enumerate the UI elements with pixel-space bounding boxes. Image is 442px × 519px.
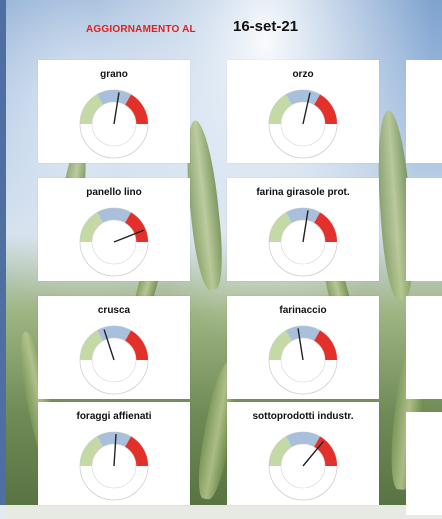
gauge-band-low xyxy=(80,436,103,466)
gauge xyxy=(79,431,149,501)
gauge-band-high xyxy=(314,212,337,242)
partial-card-right xyxy=(406,296,442,399)
gauge-needle xyxy=(113,229,145,243)
gauge-needle xyxy=(302,210,309,243)
gauge-band-low xyxy=(269,94,292,124)
gauge-needle xyxy=(103,329,115,361)
gauge-card: grano xyxy=(38,60,190,163)
header: AGGIORNAMENTO AL 16-set-21 xyxy=(0,12,442,42)
gauge xyxy=(268,89,338,159)
gauge-band-mid xyxy=(286,90,320,105)
gauge-band-low xyxy=(269,330,292,360)
partial-card-right xyxy=(406,60,442,163)
gauge-needle xyxy=(297,328,304,361)
gauge xyxy=(268,207,338,277)
gauge-title: farina girasole prot. xyxy=(256,187,350,198)
gauge-needle xyxy=(113,92,120,125)
gauge-band-low xyxy=(269,436,292,466)
gauge-band-mid xyxy=(97,90,131,105)
gauge-needle xyxy=(302,92,311,125)
gauge-band-low xyxy=(80,330,103,360)
gauge-card: orzo xyxy=(227,60,379,163)
gauge-band-high xyxy=(314,330,337,360)
gauge-band-high xyxy=(125,330,148,360)
gauge-band-low xyxy=(80,94,103,124)
gauge-title: orzo xyxy=(292,69,314,80)
gauge-card: foraggi affienati xyxy=(38,402,190,505)
gauge-band-low xyxy=(269,212,292,242)
gauge xyxy=(79,207,149,277)
gauge-title: sottoprodotti industr. xyxy=(252,411,354,422)
gauge xyxy=(268,325,338,395)
gauge xyxy=(79,325,149,395)
gauge-needle xyxy=(113,434,117,467)
gauge-band-high xyxy=(125,94,148,124)
gauge-title: farinaccio xyxy=(279,305,327,316)
gauge-card: panello lino xyxy=(38,178,190,281)
gauge-title: foraggi affienati xyxy=(76,411,152,422)
gauge-title: panello lino xyxy=(86,187,142,198)
gauge-title: crusca xyxy=(97,305,131,316)
gauge-card: sottoprodotti industr. xyxy=(227,402,379,505)
gauge-band-high xyxy=(125,212,148,242)
bottom-band xyxy=(0,505,442,519)
gauge xyxy=(268,431,338,501)
gauge-band-mid xyxy=(286,326,320,341)
gauge-title: grano xyxy=(100,69,128,80)
gauge-band-high xyxy=(314,94,337,124)
left-strip xyxy=(0,0,6,519)
gauge-band-low xyxy=(80,212,103,242)
gauge-band-high xyxy=(125,436,148,466)
gauge-needle xyxy=(302,440,324,467)
gauge xyxy=(79,89,149,159)
partial-card-right xyxy=(406,412,442,515)
gauge-band-high xyxy=(314,436,337,466)
gauge-card: crusca xyxy=(38,296,190,399)
gauge-band-mid xyxy=(97,208,131,223)
gauge-band-mid xyxy=(97,432,131,447)
update-date: 16-set-21 xyxy=(233,18,299,35)
gauge-band-mid xyxy=(286,432,320,447)
gauge-band-mid xyxy=(97,326,131,341)
partial-card-right xyxy=(406,178,442,281)
gauge-band-mid xyxy=(286,208,320,223)
gauge-card: farinaccio xyxy=(227,296,379,399)
gauge-card: farina girasole prot. xyxy=(227,178,379,281)
update-label: AGGIORNAMENTO AL xyxy=(86,24,196,35)
